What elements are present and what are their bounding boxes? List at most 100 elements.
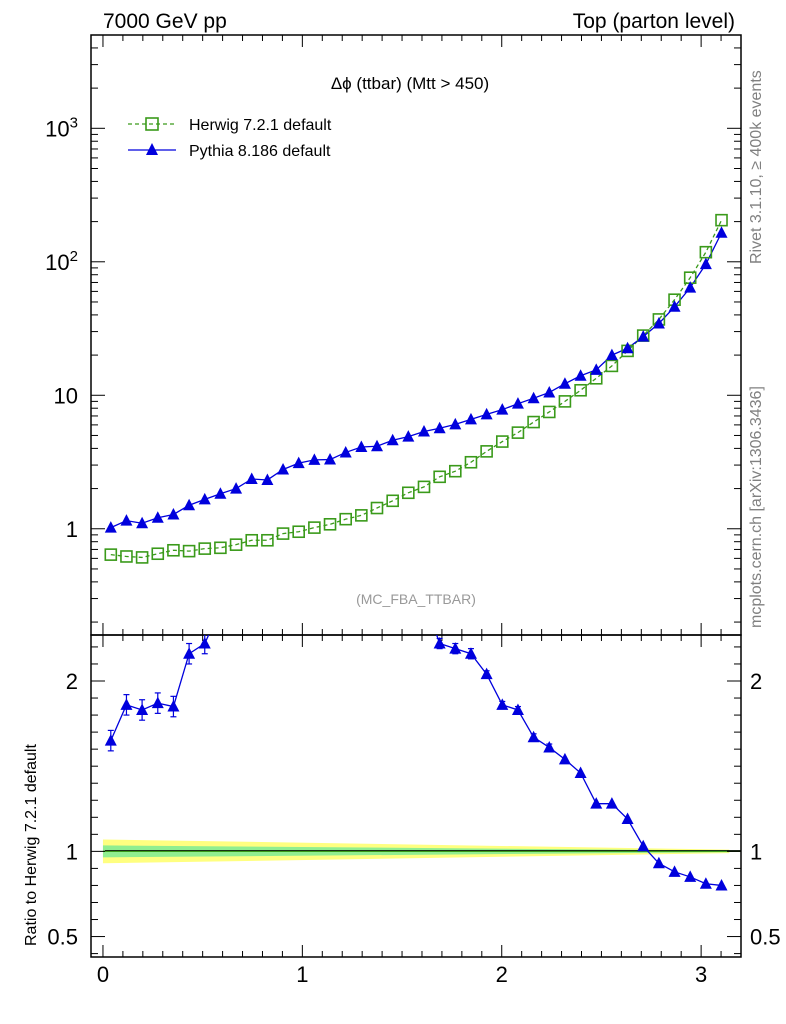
herwig-point bbox=[448, 464, 462, 478]
ratio-point bbox=[151, 696, 164, 709]
herwig-point bbox=[558, 395, 572, 408]
pythia-point bbox=[386, 433, 399, 446]
pythia-point bbox=[433, 421, 446, 434]
mcplots-label: mcplots.cern.ch [arXiv:1306.3436] bbox=[748, 386, 765, 628]
y-tick-label: 1 bbox=[66, 517, 78, 542]
herwig-point bbox=[370, 501, 384, 515]
ratio-point bbox=[543, 740, 556, 753]
ratio-point bbox=[621, 812, 634, 824]
pythia-point bbox=[590, 363, 603, 375]
plot-title: Δϕ (ttbar) (Mtt > 450) bbox=[331, 74, 489, 93]
herwig-point bbox=[135, 551, 149, 564]
ratio-line-segment bbox=[435, 635, 722, 887]
ratio-data-series bbox=[104, 635, 728, 891]
ratio-point bbox=[120, 698, 133, 710]
ratio-y-tick-label: 2 bbox=[66, 669, 78, 694]
y-tick-label: 102 bbox=[45, 248, 78, 275]
pythia-point bbox=[480, 407, 493, 420]
herwig-point bbox=[308, 521, 321, 534]
ratio-plot-frame bbox=[90, 634, 742, 958]
herwig-point bbox=[433, 470, 446, 484]
ratio-point bbox=[198, 637, 211, 649]
pythia-point bbox=[558, 377, 571, 389]
herwig-point bbox=[276, 527, 290, 540]
ratio-plot-layer bbox=[102, 839, 741, 864]
ratio-y-tick-label: 1 bbox=[66, 839, 78, 864]
pythia-point bbox=[151, 511, 164, 523]
pythia-point bbox=[120, 514, 133, 526]
ratio-point bbox=[684, 870, 697, 882]
main-data-series bbox=[104, 213, 728, 564]
herwig-point bbox=[120, 550, 133, 563]
legend-herwig-marker bbox=[145, 117, 159, 131]
pythia-point bbox=[652, 316, 665, 329]
ratio-point bbox=[104, 734, 117, 746]
ratio-point bbox=[715, 878, 728, 891]
herwig-point bbox=[715, 213, 728, 227]
pythia-point bbox=[496, 403, 509, 415]
ratio-y-tick-label: 0.5 bbox=[47, 925, 78, 950]
pythia-point bbox=[417, 425, 430, 437]
legend-pythia-label: Pythia 8.186 default bbox=[189, 143, 331, 160]
pythia-point bbox=[371, 439, 383, 452]
ratio-point bbox=[574, 766, 587, 778]
herwig-point bbox=[214, 541, 227, 555]
ratio-point bbox=[652, 856, 665, 869]
herwig-point bbox=[261, 533, 274, 547]
y-tick-label: 103 bbox=[45, 114, 78, 141]
herwig-point bbox=[104, 548, 118, 561]
ratio-y-tick-label: 1 bbox=[750, 839, 762, 864]
pythia-point bbox=[214, 487, 227, 499]
pythia-point bbox=[292, 456, 305, 469]
pythia-line bbox=[110, 232, 723, 529]
ratio-point bbox=[183, 647, 196, 659]
ratio-point bbox=[433, 637, 446, 649]
herwig-point bbox=[245, 533, 259, 547]
pythia-point bbox=[402, 430, 415, 442]
ratio-point bbox=[464, 647, 477, 659]
ratio-point bbox=[449, 642, 462, 654]
pythia-point bbox=[308, 453, 321, 465]
pythia-point bbox=[574, 369, 587, 381]
herwig-point bbox=[495, 435, 509, 448]
ratio-point bbox=[527, 730, 540, 743]
herwig-point bbox=[417, 480, 431, 494]
pythia-point bbox=[104, 521, 117, 533]
ratio-point bbox=[668, 865, 681, 877]
herwig-point bbox=[229, 538, 243, 551]
pythia-point bbox=[261, 473, 274, 485]
ratio-point bbox=[558, 752, 571, 765]
herwig-point bbox=[167, 543, 180, 557]
herwig-point bbox=[198, 542, 212, 555]
legend: Herwig 7.2.1 default Pythia 8.186 defaul… bbox=[128, 117, 332, 160]
ratio-y-tick-label: 0.5 bbox=[750, 925, 781, 950]
herwig-point bbox=[605, 359, 619, 373]
herwig-line bbox=[110, 219, 723, 559]
pythia-point bbox=[543, 385, 556, 398]
herwig-point bbox=[480, 445, 493, 458]
herwig-point bbox=[402, 486, 415, 500]
pythia-point bbox=[198, 492, 211, 505]
pythia-point bbox=[245, 472, 258, 484]
x-tick-label: 3 bbox=[695, 962, 707, 987]
ratio-point bbox=[496, 698, 509, 710]
ratio-point bbox=[480, 667, 493, 680]
ratio-point bbox=[605, 797, 618, 809]
pythia-point bbox=[167, 507, 180, 520]
pythia-point bbox=[605, 348, 618, 361]
ratio-point bbox=[511, 703, 524, 715]
ratio-ylabel: Ratio to Herwig 7.2.1 default bbox=[23, 744, 40, 946]
pythia-point bbox=[637, 330, 650, 342]
herwig-point bbox=[574, 383, 587, 397]
herwig-point bbox=[511, 426, 525, 439]
herwig-point bbox=[527, 415, 540, 429]
pythia-point bbox=[183, 498, 196, 511]
y-tick-label: 10 bbox=[54, 383, 78, 408]
herwig-point bbox=[386, 494, 399, 508]
pythia-point bbox=[511, 397, 524, 409]
pythia-point bbox=[464, 412, 477, 425]
herwig-point bbox=[323, 517, 337, 531]
pythia-point bbox=[684, 281, 697, 293]
ratio-point bbox=[167, 700, 180, 712]
